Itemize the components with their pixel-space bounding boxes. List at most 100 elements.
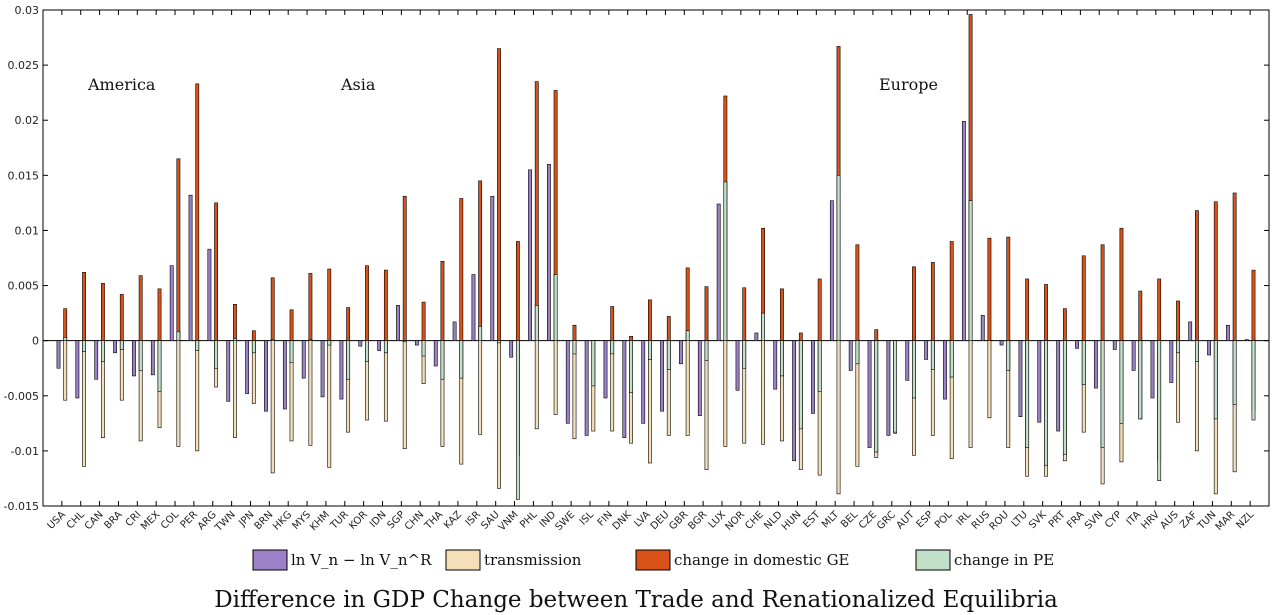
legend-label-pe: change in PE [954, 551, 1054, 569]
bar-lnv [735, 340, 740, 391]
bar-pe [402, 340, 407, 343]
x-tick-label: CHE [743, 509, 766, 532]
bar-pe [704, 340, 709, 361]
bar-pe [780, 340, 784, 377]
bar-domestic-ge [648, 299, 652, 341]
bar-transmission [553, 340, 558, 415]
bar-lnv [547, 164, 551, 341]
bar-lnv [1056, 340, 1061, 432]
bar-pe [119, 340, 124, 350]
y-tick-label: 0.005 [8, 280, 40, 293]
legend-label-lnv: ln V_n − ln V_n^R [291, 551, 432, 569]
bar-lnv [1018, 340, 1023, 418]
x-tick-label: CHN [403, 509, 426, 532]
legend-swatch-lnv [252, 549, 288, 571]
bar-pe [817, 340, 822, 392]
bar-pe [912, 340, 916, 399]
bar-lnv [113, 340, 117, 354]
x-tick-label: DEU [649, 509, 672, 532]
bar-lnv [396, 305, 400, 341]
x-tick-label: DNK [611, 509, 634, 532]
bar-pe [440, 340, 445, 380]
bar-lnv [528, 169, 532, 341]
bar-pe [195, 340, 200, 351]
x-tick-label: HUN [780, 509, 804, 533]
x-tick-label: SGP [385, 509, 407, 531]
y-tick-label: -0.015 [4, 500, 39, 513]
x-tick-label: ROU [988, 509, 1011, 532]
bar-transmission [308, 340, 313, 446]
bar-domestic-ge [1157, 278, 1162, 341]
bar-lnv [1244, 339, 1249, 341]
bar-pe [1025, 340, 1030, 448]
bars [56, 14, 1256, 500]
bar-pe [478, 326, 483, 341]
y-tick-label: 0.03 [15, 4, 40, 17]
bar-domestic-ge [176, 158, 181, 341]
bar-pe [629, 340, 633, 393]
legend-label-transmission: transmission [484, 551, 582, 569]
bar-lnv [245, 340, 250, 394]
bar-lnv [584, 340, 589, 436]
bar-pe [798, 340, 803, 430]
x-tick-label: GBR [667, 509, 690, 532]
x-tick-label: COL [159, 509, 182, 532]
bar-lnv [886, 340, 891, 436]
bar-domestic-ge [440, 261, 445, 341]
bar-domestic-ge [1119, 227, 1124, 341]
x-tick-label: THA [422, 509, 445, 532]
bar-lnv [1093, 340, 1098, 389]
bar-pe [1251, 340, 1256, 421]
bar-pe [459, 340, 464, 379]
bar-transmission [402, 340, 407, 449]
bar-pe [233, 338, 237, 341]
x-tick-label: PHL [518, 509, 540, 531]
bar-lnv [792, 340, 797, 462]
bar-transmission [685, 340, 690, 436]
bar-domestic-ge [1232, 192, 1237, 341]
bar-domestic-ge [138, 275, 143, 341]
bar-pe [365, 340, 369, 362]
bar-lnv [999, 340, 1004, 346]
bar-lnv [1188, 321, 1193, 341]
bar-lnv [980, 315, 985, 341]
bar-domestic-ge [515, 241, 520, 341]
bar-transmission [233, 340, 237, 438]
bar-domestic-ge [214, 202, 219, 341]
bar-domestic-ge [949, 241, 954, 341]
bar-lnv [622, 340, 627, 438]
bar-domestic-ge [289, 309, 294, 341]
bar-pe [157, 340, 162, 392]
x-tick-label: TWN [213, 509, 238, 534]
bar-pe [1176, 340, 1180, 354]
bar-pe [421, 340, 426, 357]
bar-pe [572, 340, 577, 355]
bar-domestic-ge [82, 272, 86, 341]
bar-pe [968, 200, 973, 341]
y-tick-label: -0.01 [11, 445, 39, 458]
bar-lnv [188, 194, 193, 341]
x-tick-label: SWE [554, 509, 578, 533]
bar-pe [930, 340, 935, 370]
bar-lnv [471, 274, 476, 341]
legend-swatch-transmission [445, 549, 481, 571]
x-tick-label: ESP [915, 509, 936, 530]
bar-pe [176, 331, 181, 341]
bar-pe [742, 340, 747, 369]
bar-domestic-ge [666, 316, 671, 341]
y-tick-label: 0.02 [15, 114, 40, 127]
x-tick-label: PRT [1047, 509, 1068, 530]
bar-pe [497, 340, 501, 344]
bar-transmission [82, 340, 86, 467]
bar-transmission [478, 340, 483, 435]
bar-domestic-ge [817, 278, 822, 341]
bar-domestic-ge [63, 308, 68, 341]
y-tick-label: 0.015 [8, 169, 40, 182]
x-tick-label: AUS [1159, 509, 1181, 531]
bar-lnv [320, 340, 325, 398]
bar-pe [610, 340, 615, 355]
bar-lnv [848, 340, 853, 371]
bar-domestic-ge [987, 237, 992, 341]
bar-pe [82, 340, 86, 352]
bar-transmission [176, 340, 181, 447]
